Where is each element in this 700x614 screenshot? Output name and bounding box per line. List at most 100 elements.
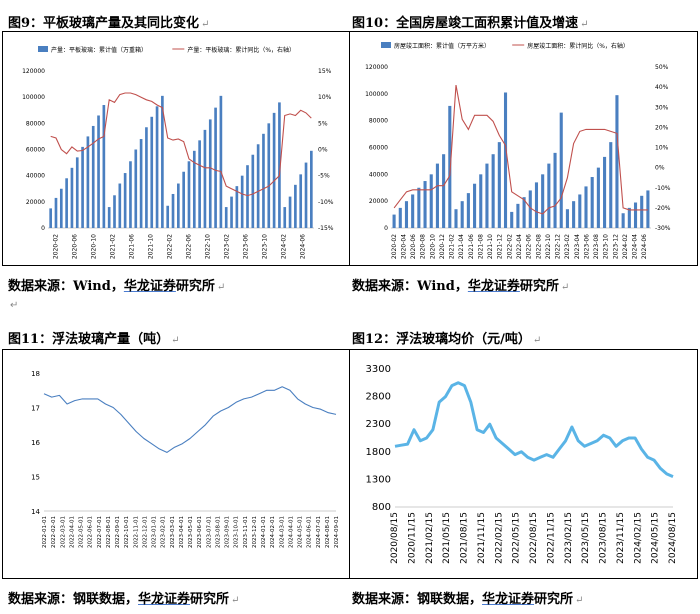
bar (59, 188, 63, 228)
x-tick-label: 2020-02 (391, 234, 398, 259)
panel-10-title: 图10：全国房屋竣工面积累计值及增速 ↵ (352, 16, 589, 31)
y-tick-label: 17 (31, 405, 40, 413)
x-tick-label: 2021-02 (449, 234, 456, 259)
bar (534, 182, 539, 228)
bar (283, 207, 287, 228)
x-tick-label: 2021/05/15 (442, 512, 452, 564)
bar (510, 211, 514, 228)
panel-11-source: 数据来源：钢联数据，华龙证券研究所 ↵ (8, 592, 240, 607)
bar (466, 193, 470, 228)
x-tick-label: 2021-10 (148, 234, 155, 259)
chart-9-svg: 产量：平板玻璃：累计值（万重箱） 产量：平板玻璃：累计同比（%，右轴） 0 20000… (22, 46, 334, 259)
x-tick-label: 2023-03-01 (170, 516, 176, 548)
x-tick-label: 2020/08/15 (390, 512, 400, 564)
y-tick-label: 16 (31, 439, 40, 447)
legend-line-label: 房屋竣工面积：累计同比（%，右轴） (527, 42, 629, 50)
bar (541, 174, 545, 228)
y2-tick-label: 5% (318, 120, 328, 127)
panel-9-title: 图9：平板玻璃产量及其同比变化 ↵ (8, 16, 210, 31)
x-tick-label: 2024-05-01 (298, 516, 304, 548)
bar (278, 102, 281, 228)
bar (615, 95, 619, 228)
legend-bar-swatch (38, 46, 48, 52)
bar (198, 140, 201, 228)
x-tick-label: 2022-08-01 (106, 516, 112, 548)
bar (503, 92, 508, 228)
x-tick-label: 2024-07-01 (316, 516, 322, 548)
bar (145, 127, 148, 228)
y-tick-label: 40000 (26, 173, 45, 180)
x-tick-label: 2023-12-01 (252, 516, 258, 548)
bar (435, 163, 439, 228)
grid-frame-bottom (2, 349, 698, 579)
x-tick-label: 2024-08-01 (325, 516, 331, 548)
y-tick-label: 1800 (366, 447, 391, 458)
bar (166, 205, 170, 228)
x-tick-label: 2023-02 (224, 234, 231, 259)
legend-bar-label: 产量：平板玻璃：累计值（万重箱） (51, 46, 147, 54)
x-tick-label: 2023-02-01 (161, 516, 167, 548)
x-tick-label: 2022-07-01 (97, 516, 103, 548)
bar (411, 194, 415, 228)
bar (113, 195, 116, 228)
bar (150, 116, 154, 228)
y-tick-label: 0 (384, 225, 388, 232)
x-tick-label: 2022-09-01 (115, 516, 121, 548)
y2-tick-label: 50% (655, 64, 669, 71)
bar (516, 203, 520, 228)
y-tick-label: 2300 (366, 419, 391, 430)
x-tick-label: 2021/08/15 (460, 512, 470, 564)
x-tick-label: 2020/11/15 (407, 512, 417, 564)
x-tick-label: 2024-04 (632, 234, 639, 259)
panel-10-source: 数据来源：Wind，华龙证券研究所 ↵ (352, 279, 570, 294)
x-tick-label: 2024-06 (300, 234, 307, 259)
x-tick-label: 2022/11/15 (546, 512, 556, 564)
growth-line (50, 92, 312, 197)
x-tick-label: 2023-11-01 (243, 516, 249, 548)
bar (398, 207, 402, 228)
y-tick-label: 100000 (365, 91, 388, 98)
x-tick-label: 2020-04 (400, 234, 407, 259)
bar (49, 208, 52, 228)
x-tick-label: 2023-06-01 (197, 516, 203, 548)
x-tick-label: 2023-12 (612, 234, 619, 259)
panel-11-title: 图11：浮法玻璃产量（吨） ↵ (8, 332, 180, 347)
x-tick-label: 2022-06 (526, 234, 533, 259)
paragraph-mark: ↵ (10, 300, 19, 311)
y2-tick-label: 30% (655, 104, 669, 111)
x-tick-label: 2024-02 (281, 234, 288, 259)
y-tick-label: 120000 (365, 64, 388, 71)
y-tick-label: 18 (31, 370, 40, 378)
y-tick-label: 120000 (22, 68, 45, 75)
y2-tick-label: -30% (655, 225, 671, 232)
x-tick-label: 2022/02/15 (494, 512, 504, 564)
x-tick-label: 2021-12 (497, 234, 504, 259)
legend-bar-swatch (381, 42, 391, 48)
bar (208, 119, 212, 228)
bar (559, 112, 563, 228)
bar (423, 181, 427, 228)
bar (565, 209, 569, 228)
bar (522, 197, 526, 228)
x-tick-label: 2020-12 (439, 234, 446, 259)
bar (187, 161, 191, 228)
bar (304, 162, 308, 228)
y-tick-label: 100000 (22, 94, 45, 101)
bar (392, 214, 396, 228)
bar (584, 186, 588, 228)
y2-tick-label: 40% (655, 84, 669, 91)
x-tick-label: 2023-09-01 (225, 516, 231, 548)
bar (256, 144, 260, 228)
bar (640, 195, 644, 228)
bar (214, 107, 217, 228)
y2-tick-label: 10% (318, 94, 332, 101)
bar (528, 190, 532, 228)
bar (171, 193, 175, 228)
x-tick-label: 2022-10 (545, 234, 552, 259)
x-tick-label: 2023/02/15 (564, 512, 574, 564)
x-tick-label: 2022-12-01 (142, 516, 148, 548)
x-tick-label: 2022-08 (535, 234, 542, 259)
y-tick-label: 20000 (26, 199, 45, 206)
bar (267, 123, 271, 228)
x-tick-label: 2020-08 (420, 234, 427, 259)
